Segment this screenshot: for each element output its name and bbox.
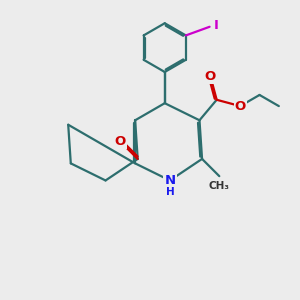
Text: O: O xyxy=(205,70,216,83)
Text: I: I xyxy=(214,19,219,32)
Text: CH₃: CH₃ xyxy=(209,181,230,191)
Text: H: H xyxy=(166,188,174,197)
Text: O: O xyxy=(235,100,246,112)
Text: O: O xyxy=(114,135,125,148)
Text: N: N xyxy=(164,174,175,187)
